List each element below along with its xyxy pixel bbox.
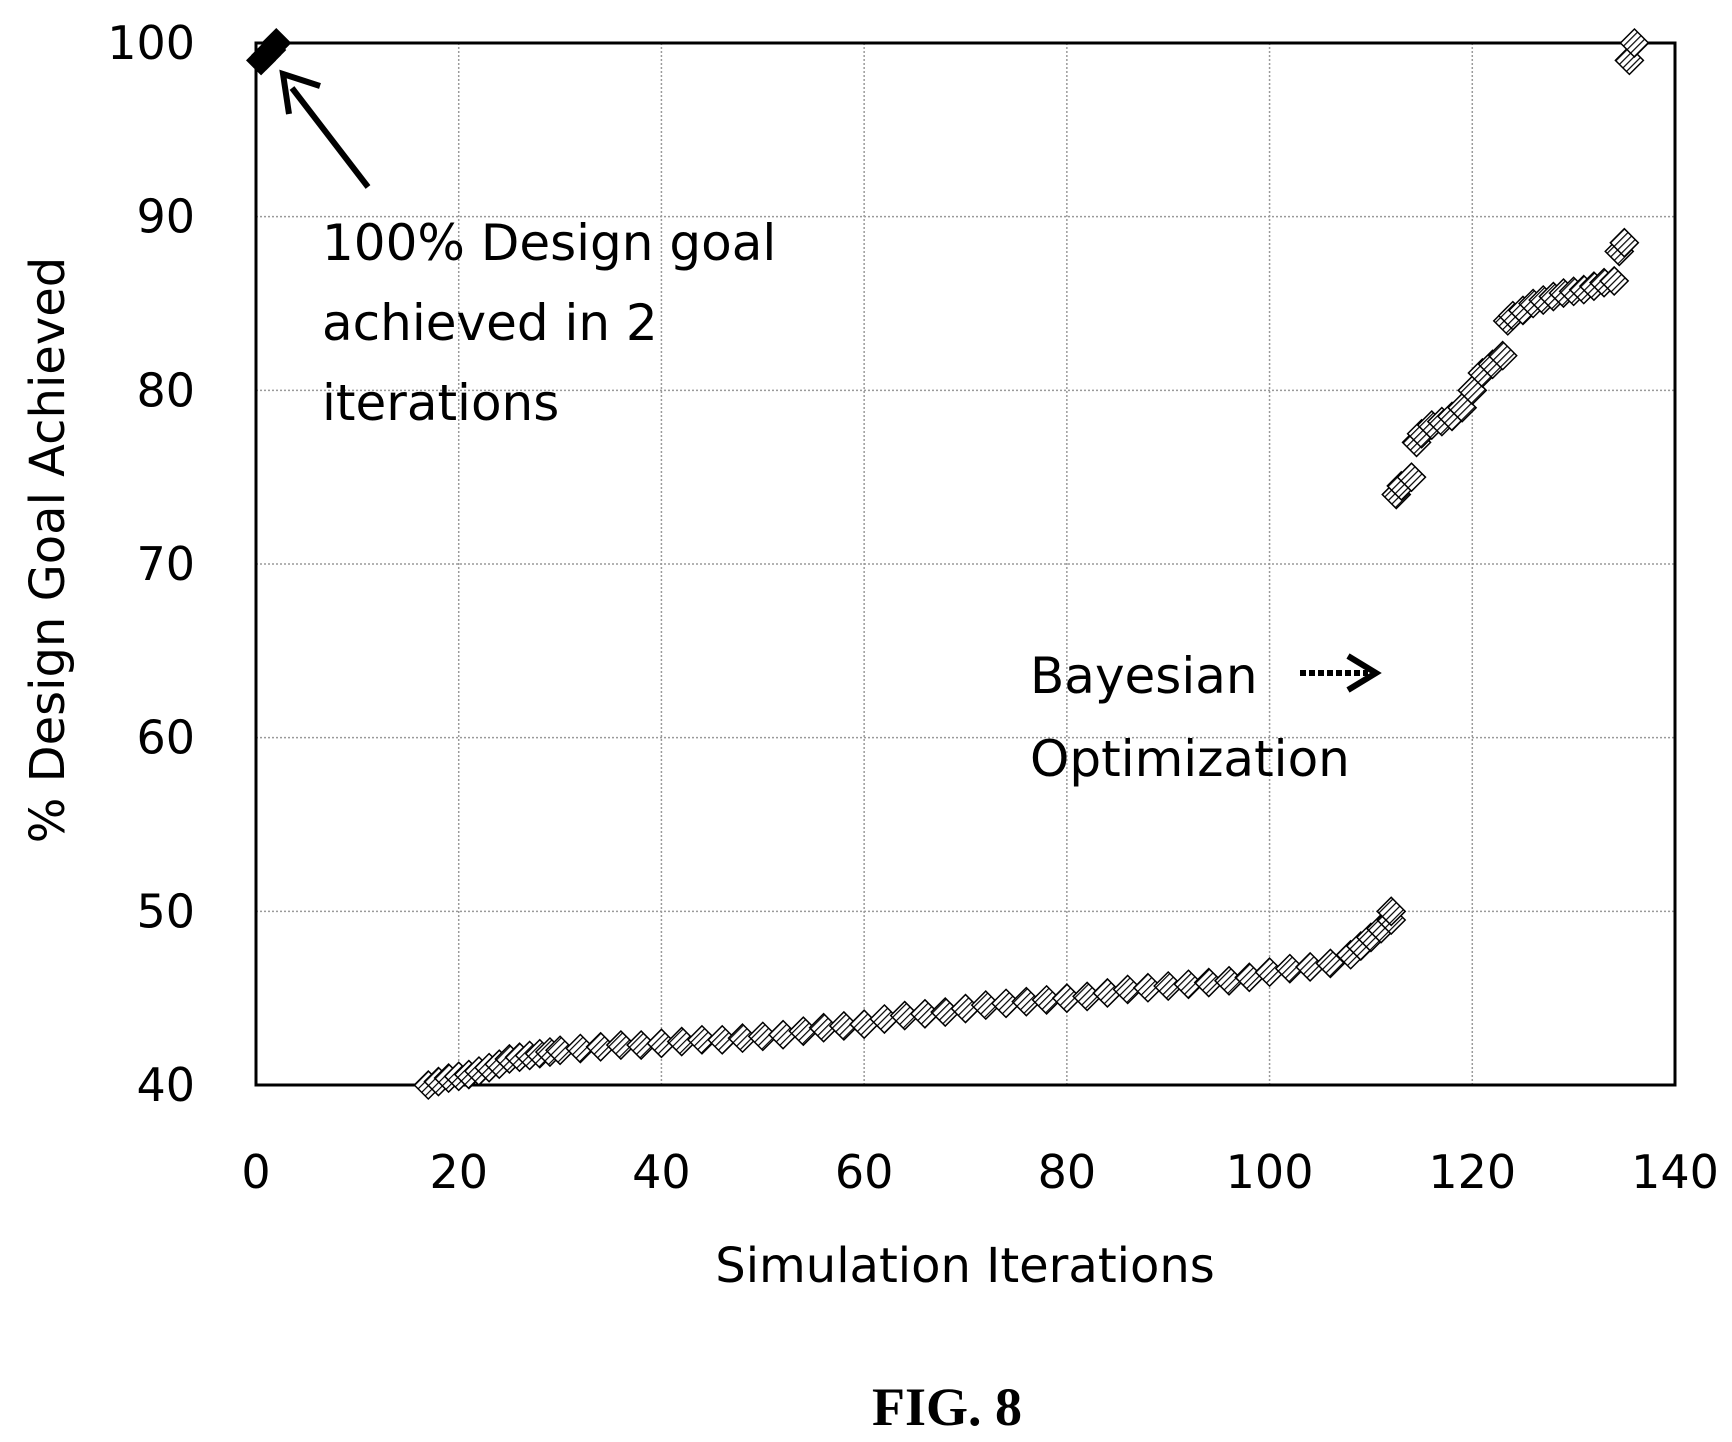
x-tick-label: 20 [429, 1145, 488, 1199]
annotation-second: Bayesian Optimization [1030, 647, 1382, 788]
data-point [1487, 340, 1518, 371]
data-point [1376, 896, 1407, 927]
x-tick-label: 120 [1428, 1145, 1516, 1199]
x-axis-title: Simulation Iterations [715, 1238, 1215, 1294]
annotation-first: 100% Design goal achieved in 2 iteration… [279, 69, 776, 432]
annotation-first-line-1: 100% Design goal [322, 214, 776, 272]
y-tick-label: 100 [107, 16, 195, 70]
x-tick-label: 80 [1038, 1145, 1097, 1199]
y-tick-label: 40 [136, 1058, 195, 1112]
y-axis-title: % Design Goal Achieved [20, 257, 76, 844]
y-tick-label: 70 [136, 537, 195, 591]
annotation-first-line-2: achieved in 2 [322, 294, 658, 352]
y-tick-label: 90 [136, 190, 195, 244]
data-point [849, 1009, 880, 1040]
y-tick-label: 50 [136, 884, 195, 938]
data-point [1619, 27, 1650, 59]
arrow-head-first [279, 69, 321, 115]
arrow-head-second [1346, 653, 1382, 693]
data-point [1609, 227, 1640, 258]
data-point [686, 1024, 718, 1055]
data-point [261, 27, 292, 59]
x-tick-label: 140 [1631, 1145, 1719, 1199]
x-tick-label: 40 [632, 1145, 691, 1199]
x-tick-label: 100 [1226, 1145, 1314, 1199]
arrow-shaft-first [289, 86, 371, 189]
y-tick-label: 60 [136, 711, 195, 765]
y-tick-labels: 40 50 60 70 80 90 100 [107, 16, 195, 1112]
y-tick-label: 80 [136, 363, 195, 417]
annotation-second-line-1: Bayesian [1030, 647, 1258, 705]
data-markers [246, 27, 1650, 1101]
x-tick-label: 0 [241, 1145, 270, 1199]
data-point [1234, 962, 1265, 993]
data-point [1599, 265, 1630, 296]
plot-frame [254, 41, 1677, 1087]
grid [255, 42, 1676, 1086]
x-tick-label: 60 [835, 1145, 894, 1199]
annotation-second-line-2: Optimization [1030, 730, 1350, 788]
data-point [605, 1029, 636, 1061]
x-tick-labels: 0 20 40 60 80 100 120 140 [241, 1145, 1719, 1199]
data-point [1396, 462, 1427, 493]
annotation-first-line-3: iterations [322, 374, 559, 432]
figure-label: FIG. 8 [872, 1377, 1022, 1437]
